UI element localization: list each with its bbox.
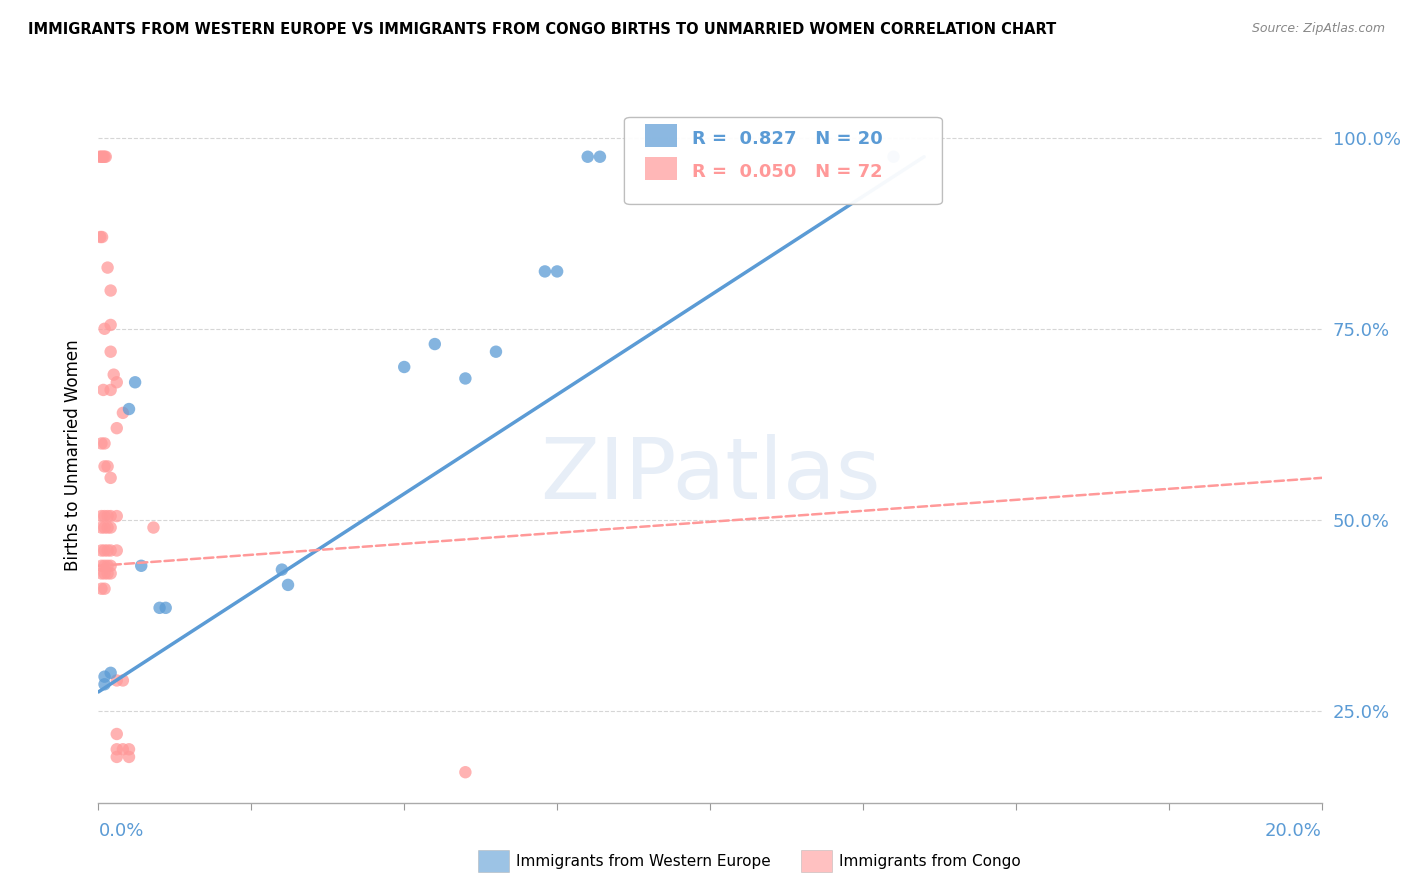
Point <box>111 406 134 420</box>
Point <box>90 566 112 581</box>
Point <box>392 359 416 374</box>
Point <box>93 509 115 524</box>
Point <box>105 727 128 741</box>
Point <box>93 520 115 534</box>
Point <box>97 543 120 558</box>
Point <box>97 459 120 474</box>
Point <box>100 520 122 534</box>
Point <box>105 673 128 688</box>
Text: ZIPatlas: ZIPatlas <box>540 434 880 517</box>
Point <box>97 260 120 275</box>
Point <box>100 509 122 524</box>
Point <box>103 368 125 382</box>
Point <box>454 371 477 385</box>
Point <box>277 578 299 592</box>
Point <box>100 558 122 573</box>
Bar <box>645 124 678 147</box>
Text: R =  0.827   N = 20: R = 0.827 N = 20 <box>692 130 883 148</box>
Point <box>105 742 128 756</box>
Point <box>124 376 146 390</box>
Point <box>111 673 134 688</box>
Y-axis label: Births to Unmarried Women: Births to Unmarried Women <box>63 339 82 571</box>
Text: Immigrants from Western Europe: Immigrants from Western Europe <box>516 855 770 869</box>
Point <box>93 582 115 596</box>
Point <box>100 318 122 332</box>
Point <box>576 150 599 164</box>
Point <box>485 344 508 359</box>
Point <box>93 322 115 336</box>
Point <box>589 150 612 164</box>
Point <box>534 264 557 278</box>
Point <box>155 600 177 615</box>
FancyBboxPatch shape <box>624 118 942 204</box>
Point <box>97 558 120 573</box>
Point <box>118 402 141 417</box>
Point <box>90 436 112 450</box>
Point <box>423 337 446 351</box>
Bar <box>645 157 678 180</box>
Point <box>93 459 115 474</box>
Point <box>93 566 115 581</box>
Point <box>93 677 115 691</box>
Point <box>100 566 122 581</box>
Point <box>105 421 128 435</box>
Point <box>90 582 112 596</box>
Point <box>111 742 134 756</box>
Point <box>90 520 112 534</box>
Point <box>91 150 114 164</box>
Point <box>93 543 115 558</box>
Text: R =  0.050   N = 72: R = 0.050 N = 72 <box>692 162 883 181</box>
Text: Immigrants from Congo: Immigrants from Congo <box>839 855 1021 869</box>
Point <box>105 750 128 764</box>
Point <box>149 600 172 615</box>
Point <box>100 344 122 359</box>
Text: 0.0%: 0.0% <box>98 822 143 840</box>
Text: Source: ZipAtlas.com: Source: ZipAtlas.com <box>1251 22 1385 36</box>
Point <box>97 566 120 581</box>
Point <box>93 558 115 573</box>
Point <box>93 670 115 684</box>
Point <box>90 150 112 164</box>
Point <box>100 665 122 680</box>
Text: IMMIGRANTS FROM WESTERN EUROPE VS IMMIGRANTS FROM CONGO BIRTHS TO UNMARRIED WOME: IMMIGRANTS FROM WESTERN EUROPE VS IMMIGR… <box>28 22 1056 37</box>
Text: 20.0%: 20.0% <box>1265 822 1322 840</box>
Point <box>97 509 120 524</box>
Point <box>90 558 112 573</box>
Point <box>89 230 111 244</box>
Point <box>89 150 111 164</box>
Point <box>546 264 568 278</box>
Point <box>100 543 122 558</box>
Point <box>883 150 905 164</box>
Point <box>90 543 112 558</box>
Point <box>91 150 114 164</box>
Point <box>100 471 122 485</box>
Point <box>454 765 477 780</box>
Point <box>118 742 141 756</box>
Point <box>90 509 112 524</box>
Point <box>105 543 128 558</box>
Point <box>105 376 128 390</box>
Point <box>270 563 292 577</box>
Point <box>93 436 115 450</box>
Point <box>129 558 152 573</box>
Point <box>142 520 165 534</box>
Point <box>100 383 122 397</box>
Point <box>91 383 114 397</box>
Point <box>100 284 122 298</box>
Point <box>97 520 120 534</box>
Point <box>94 150 117 164</box>
Point <box>91 230 114 244</box>
Point <box>93 150 115 164</box>
Point <box>118 750 141 764</box>
Point <box>105 509 128 524</box>
